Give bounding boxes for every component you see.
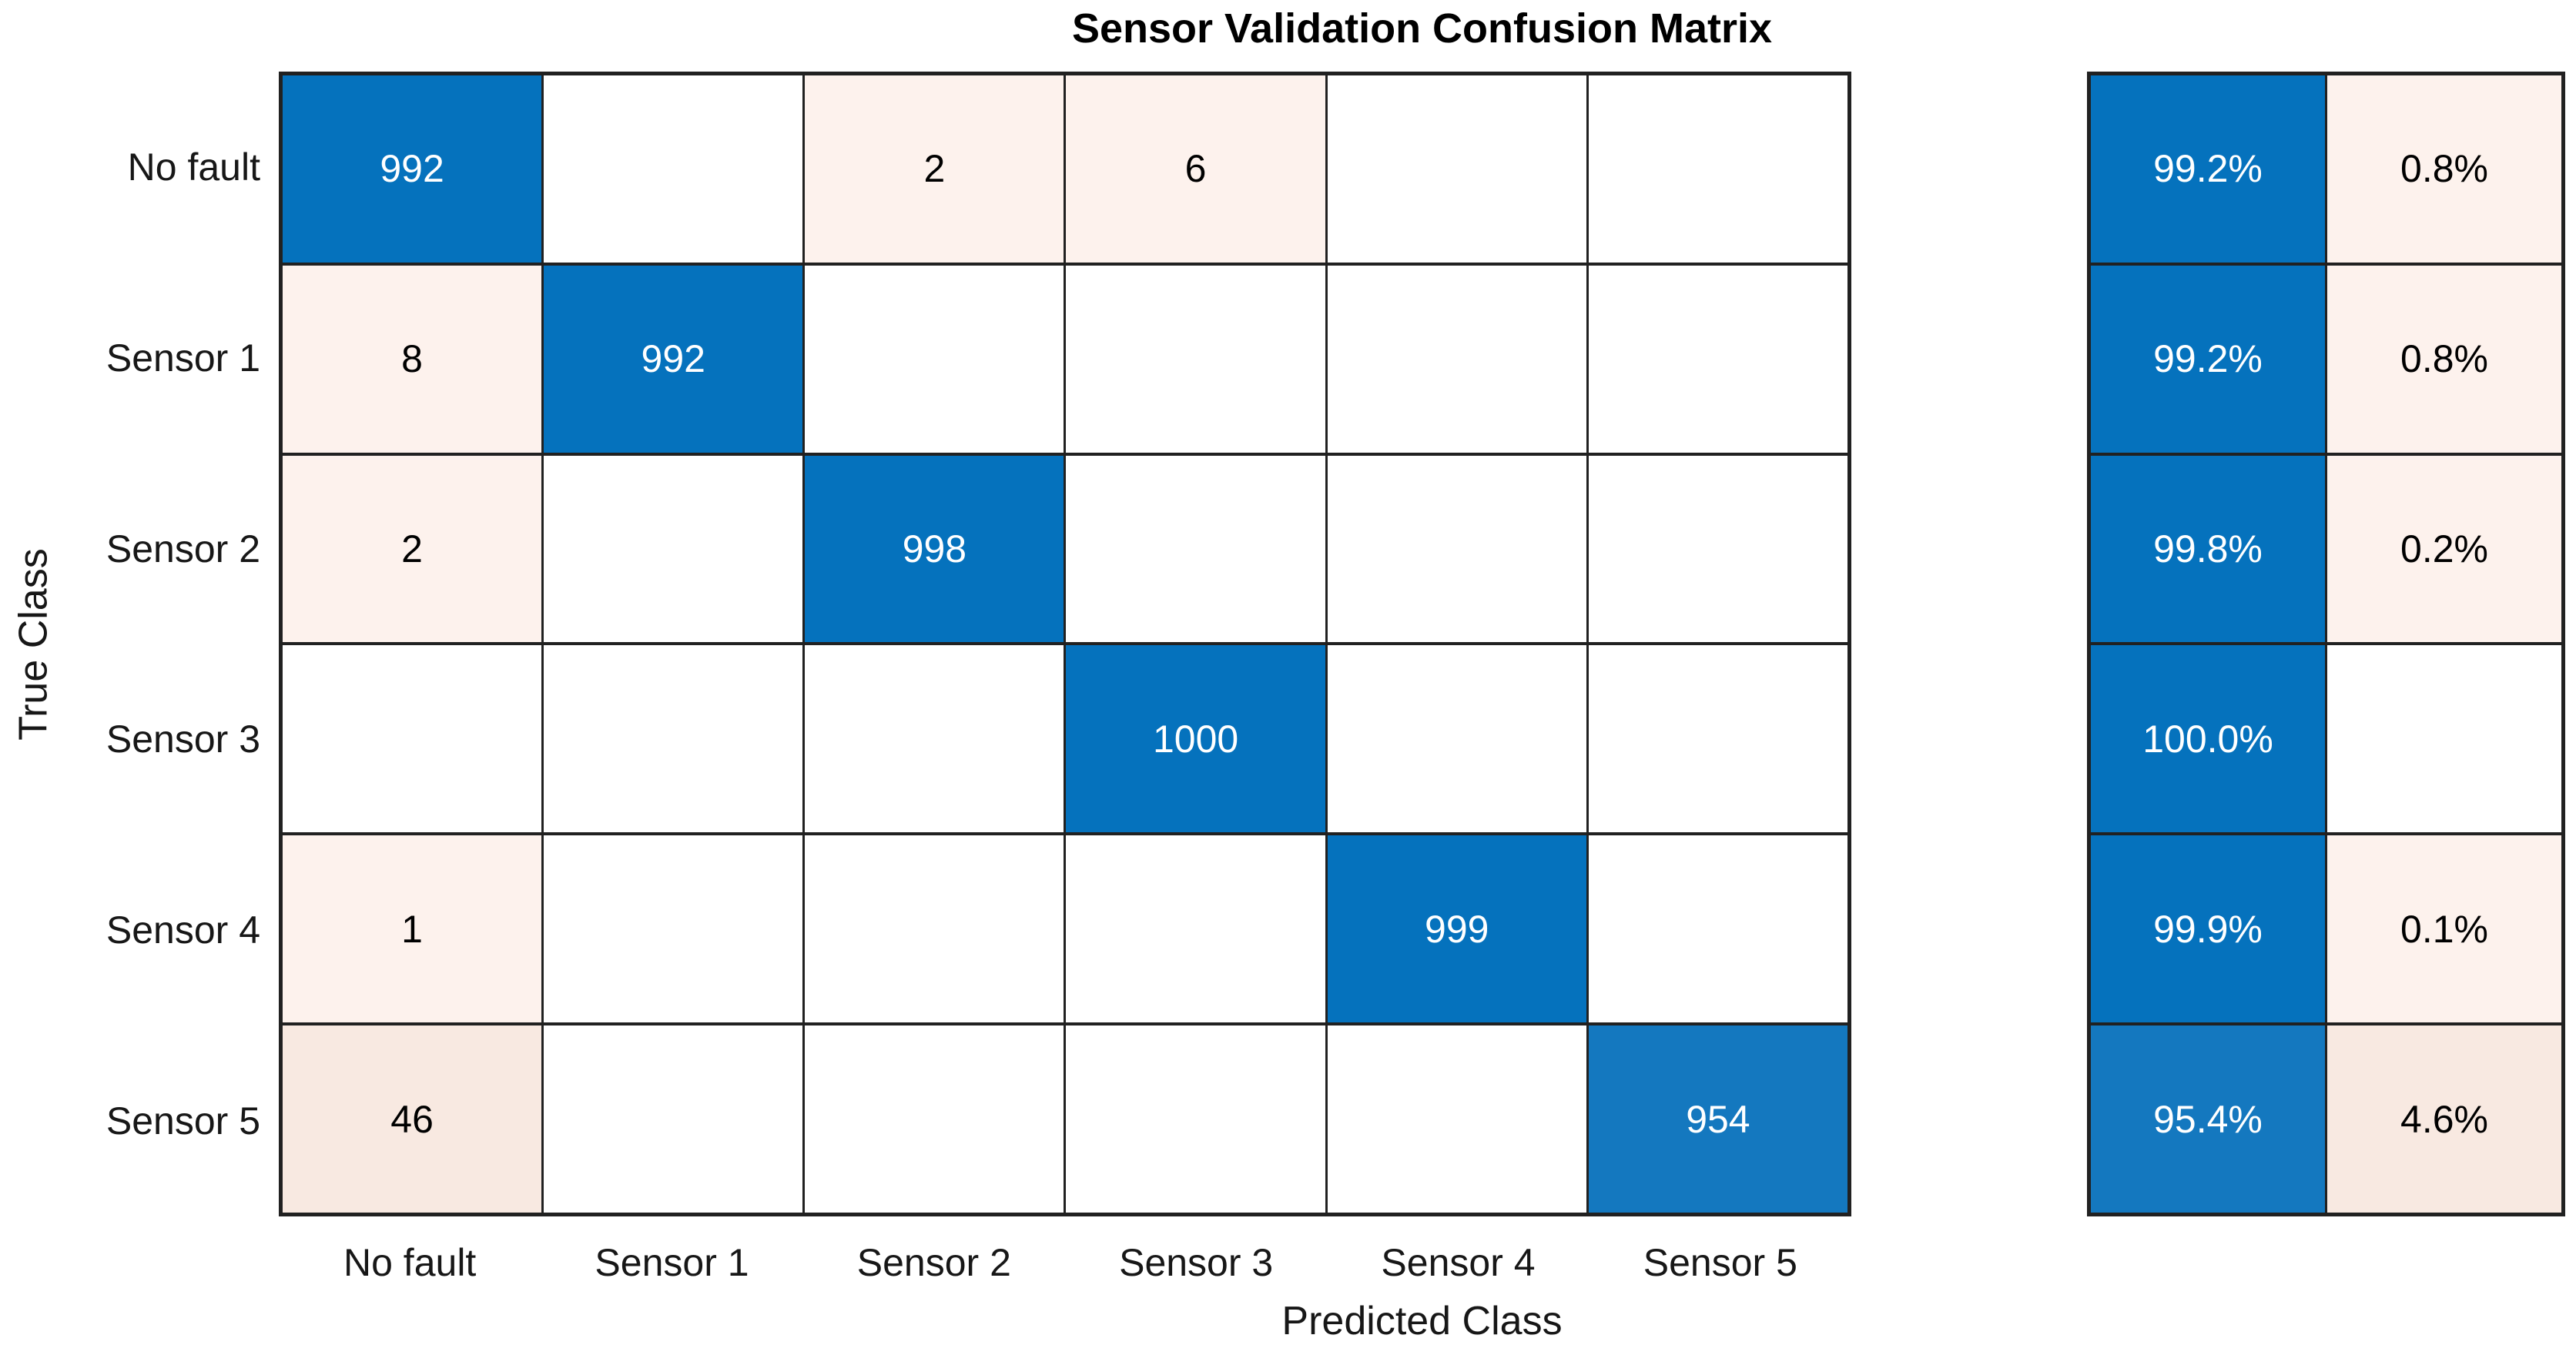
summary-fnr-cell: 0.8% bbox=[2327, 265, 2561, 453]
matrix-cell: 1 bbox=[283, 835, 542, 1023]
matrix-cell bbox=[1588, 835, 1847, 1023]
matrix-cell: 1000 bbox=[1066, 645, 1325, 833]
summary-tpr-cell: 95.4% bbox=[2091, 1025, 2325, 1213]
summary-fnr-cell: 0.1% bbox=[2327, 835, 2561, 1023]
col-label: Sensor 3 bbox=[1119, 1241, 1274, 1284]
x-axis-label: Predicted Class bbox=[1281, 1299, 1563, 1343]
summary-fnr-cell: 0.2% bbox=[2327, 455, 2561, 643]
matrix-cell bbox=[1588, 455, 1847, 643]
matrix-cell bbox=[544, 645, 803, 833]
matrix-cell bbox=[544, 835, 803, 1023]
matrix-cell: 999 bbox=[1327, 835, 1586, 1023]
summary-tpr-cell: 99.8% bbox=[2091, 455, 2325, 643]
summary-fnr-cell bbox=[2327, 645, 2561, 833]
col-label: Sensor 5 bbox=[1643, 1241, 1797, 1284]
row-label: Sensor 2 bbox=[106, 527, 260, 570]
summary-tpr-cell: 99.9% bbox=[2091, 835, 2325, 1023]
matrix-cell bbox=[544, 75, 803, 263]
summary-fnr-cell: 0.8% bbox=[2327, 75, 2561, 263]
matrix-cell: 2 bbox=[805, 75, 1064, 263]
matrix-cell bbox=[805, 835, 1064, 1023]
summary-tpr-cell: 99.2% bbox=[2091, 75, 2325, 263]
matrix-cell bbox=[1066, 835, 1325, 1023]
matrix-cell bbox=[1327, 1025, 1586, 1213]
matrix-cell bbox=[805, 265, 1064, 453]
matrix-cell bbox=[283, 645, 542, 833]
summary-fnr-cell: 4.6% bbox=[2327, 1025, 2561, 1213]
matrix-cell: 46 bbox=[283, 1025, 542, 1213]
matrix-cell bbox=[1588, 645, 1847, 833]
matrix-cell bbox=[544, 455, 803, 643]
matrix-cell: 954 bbox=[1588, 1025, 1847, 1213]
row-summary-grid: 99.2% 0.8% 99.2% 0.8% 99.8% 0.2% 100.0% 99.9% 0.… bbox=[2087, 72, 2565, 1216]
matrix-cell: 8 bbox=[283, 265, 542, 453]
matrix-cell: 6 bbox=[1066, 75, 1325, 263]
matrix-cell: 992 bbox=[283, 75, 542, 263]
chart-title: Sensor Validation Confusion Matrix bbox=[1071, 5, 1773, 52]
matrix-cell bbox=[544, 1025, 803, 1213]
row-label: No fault bbox=[127, 145, 260, 189]
matrix-cell: 2 bbox=[283, 455, 542, 643]
matrix-cell bbox=[805, 1025, 1064, 1213]
matrix-cell bbox=[1588, 265, 1847, 453]
row-label: Sensor 5 bbox=[106, 1099, 260, 1143]
matrix-cell bbox=[1588, 75, 1847, 263]
matrix-cell bbox=[1327, 645, 1586, 833]
col-label: Sensor 2 bbox=[856, 1241, 1011, 1284]
matrix-cell bbox=[1327, 455, 1586, 643]
matrix-cell: 992 bbox=[544, 265, 803, 453]
row-labels: No fault Sensor 1 Sensor 2 Sensor 3 Sensor 4… bbox=[0, 0, 260, 1355]
row-label: Sensor 4 bbox=[106, 908, 260, 952]
matrix-cell bbox=[1066, 1025, 1325, 1213]
summary-tpr-cell: 99.2% bbox=[2091, 265, 2325, 453]
confusion-matrix-grid: 992 2 6 8 992 2 998 1000 1 999 46 954 bbox=[279, 72, 1851, 1216]
matrix-cell bbox=[1327, 75, 1586, 263]
summary-tpr-cell: 100.0% bbox=[2091, 645, 2325, 833]
matrix-cell bbox=[1066, 265, 1325, 453]
col-label: Sensor 1 bbox=[595, 1241, 749, 1284]
col-label: No fault bbox=[343, 1241, 477, 1284]
matrix-cell bbox=[1066, 455, 1325, 643]
matrix-cell bbox=[805, 645, 1064, 833]
matrix-cell bbox=[1327, 265, 1586, 453]
col-label: Sensor 4 bbox=[1381, 1241, 1536, 1284]
matrix-cell: 998 bbox=[805, 455, 1064, 643]
row-label: Sensor 1 bbox=[106, 336, 260, 380]
row-label: Sensor 3 bbox=[106, 718, 260, 761]
